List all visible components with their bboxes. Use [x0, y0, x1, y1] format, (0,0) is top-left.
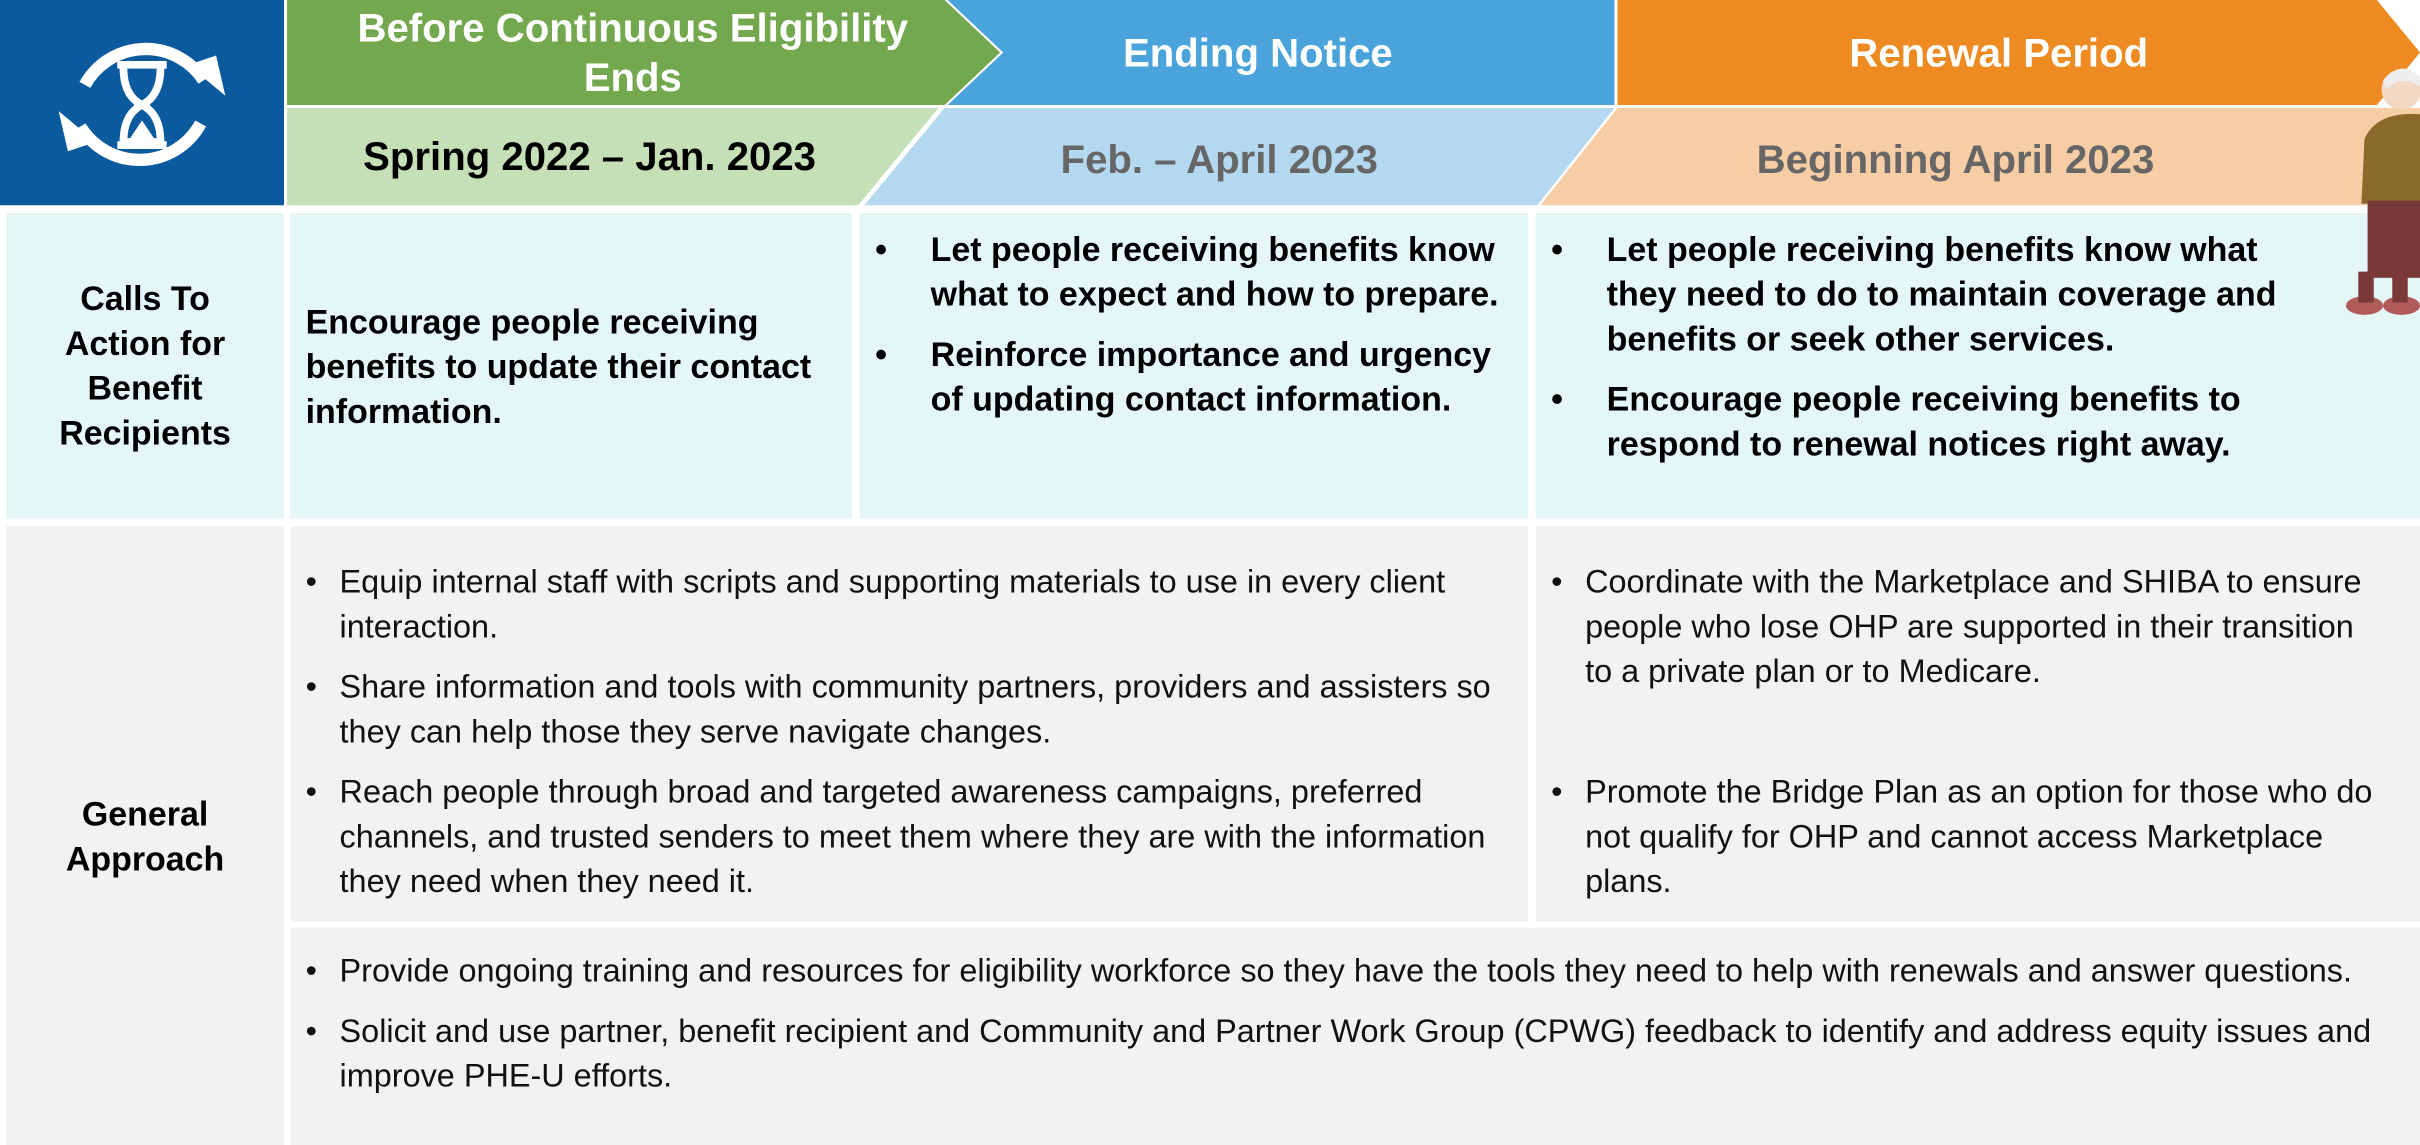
- phase-period: Beginning April 2023: [1756, 135, 2155, 183]
- hourglass: [117, 60, 167, 149]
- cta-bullet: Encourage people receiving benefits to r…: [1551, 377, 2327, 467]
- hair: [2383, 68, 2420, 90]
- phase-chevron: [947, 0, 1615, 105]
- cta-bullet: Reinforce importance and urgency of upda…: [875, 332, 1512, 422]
- row-label: Calls To Action for Benefit Recipients: [6, 212, 284, 519]
- approach-cell: Equip internal staff with scripts and su…: [290, 526, 1528, 922]
- approach-bullet: Provide ongoing training and resources f…: [306, 949, 2390, 994]
- phase-title: Before Continuous Eligibility Ends: [357, 4, 909, 101]
- approach-bullet: Equip internal staff with scripts and su…: [306, 560, 1498, 650]
- approach-bullet: Reach people through broad and targeted …: [306, 770, 1498, 904]
- phase-period: Feb. – April 2023: [1060, 135, 1379, 183]
- legs: [2367, 200, 2420, 278]
- sand: [129, 120, 155, 139]
- cta-cell: Let people receiving benefits know what …: [859, 212, 1528, 519]
- approach-bullet: Promote the Bridge Plan as an option for…: [1551, 770, 2389, 904]
- person-illustration: [2345, 68, 2420, 315]
- phase-period: Spring 2022 – Jan. 2023: [363, 132, 816, 180]
- period-band: [1540, 108, 2420, 206]
- cta-bullet: Let people receiving benefits know what …: [875, 227, 1512, 317]
- cta-cell: Encourage people receiving benefits to u…: [290, 212, 852, 519]
- arrow-head: [58, 111, 96, 152]
- approach-bullet: Share information and tools with communi…: [306, 665, 1498, 755]
- arrow-head: [188, 55, 226, 96]
- phase-title: Ending Notice: [1122, 29, 1393, 76]
- leg: [2392, 271, 2408, 303]
- phase-chevron: [287, 0, 1001, 105]
- phase-chevron: [1617, 0, 2420, 105]
- period-band: [287, 108, 939, 206]
- cta-text: Encourage people receiving benefits to u…: [305, 301, 812, 430]
- phase-title: Renewal Period: [1849, 29, 2149, 76]
- leg: [2358, 271, 2374, 303]
- period-band: [864, 108, 1615, 206]
- cta-bullet: Let people receiving benefits know what …: [1551, 227, 2327, 361]
- approach-bullet: Coordinate with the Marketplace and SHIB…: [1551, 560, 2389, 694]
- cta-cell: Let people receiving benefits know what …: [1535, 212, 2420, 519]
- approach-cell: Provide ongoing training and resources f…: [290, 927, 2420, 1145]
- row-label: General Approach: [6, 526, 284, 1145]
- approach-cell: Coordinate with the Marketplace and SHIB…: [1535, 526, 2420, 922]
- approach-bullet: Solicit and use partner, benefit recipie…: [306, 1009, 2390, 1099]
- torso: [2361, 113, 2420, 204]
- shoe: [2383, 296, 2420, 315]
